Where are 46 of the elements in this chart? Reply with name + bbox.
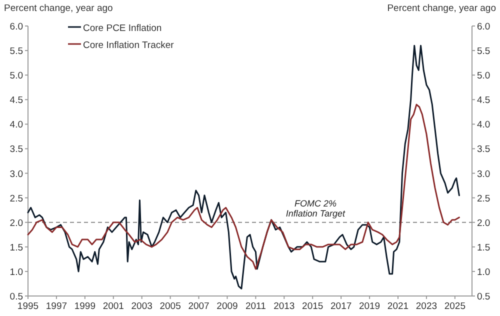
x-tick-label: 2005 xyxy=(160,301,181,312)
x-tick-label: 2013 xyxy=(274,301,295,312)
x-tick-label: 1999 xyxy=(74,301,96,312)
y-tick-label: 5.0 xyxy=(10,70,23,82)
y-tick-label: 0.5 xyxy=(10,292,23,302)
y2-tick-label: 3.0 xyxy=(477,168,490,180)
y2-tick-label: 6.0 xyxy=(477,22,490,32)
y2-tick-label: 4.5 xyxy=(477,95,490,106)
legend-label: Core Inflation Tracker xyxy=(83,40,174,51)
x-tick-label: 2007 xyxy=(188,301,210,312)
x-tick-label: 2001 xyxy=(102,301,124,312)
x-tick-label: 2023 xyxy=(416,301,438,312)
y-tick-label: 5.5 xyxy=(10,46,23,58)
y2-tick-label: 2.5 xyxy=(477,193,490,204)
y2-tick-label: 2.0 xyxy=(477,218,490,229)
x-tick-label: 2019 xyxy=(358,301,380,312)
y-tick-label: 3.5 xyxy=(10,144,23,156)
x-tick-label: 2011 xyxy=(245,301,266,312)
y-tick-label: 6.0 xyxy=(10,22,23,32)
y-tick-label: 3.0 xyxy=(10,168,23,180)
y2-tick-label: 3.5 xyxy=(477,144,490,156)
y2-tick-label: 4.0 xyxy=(477,120,490,131)
y2-tick-label: 1.5 xyxy=(477,242,490,254)
y2-tick-label: 1.0 xyxy=(477,266,490,278)
legend-label: Core PCE Inflation xyxy=(83,23,162,34)
ref-line-label: FOMC 2% Inflation Target xyxy=(286,198,346,218)
x-tick-label: 2015 xyxy=(302,301,324,312)
x-tick-label: 2021 xyxy=(387,301,409,312)
line-series xyxy=(27,104,460,270)
y2-tick-label: 5.5 xyxy=(477,46,490,58)
y-tick-label: 4.0 xyxy=(10,120,23,131)
x-tick-label: 1995 xyxy=(17,301,39,312)
y-axis-title: Percent change, year ago xyxy=(4,3,113,14)
y-tick-label: 1.0 xyxy=(10,266,23,278)
x-tick-label: 2009 xyxy=(216,301,238,312)
y-tick-label: 2.5 xyxy=(10,193,23,204)
x-tick-label: 2003 xyxy=(131,301,152,312)
x-tick-label: 1997 xyxy=(46,301,68,312)
y2-axis-title: Percent change, year ago xyxy=(387,3,496,14)
x-tick-label: 2025 xyxy=(444,301,466,312)
y-tick-label: 1.5 xyxy=(10,242,23,254)
y2-tick-label: 0.5 xyxy=(477,292,490,302)
x-tick-label: 2017 xyxy=(330,301,352,312)
y-tick-label: 4.5 xyxy=(10,95,23,106)
y-tick-label: 2.0 xyxy=(10,218,23,229)
y2-tick-label: 5.0 xyxy=(477,70,490,82)
